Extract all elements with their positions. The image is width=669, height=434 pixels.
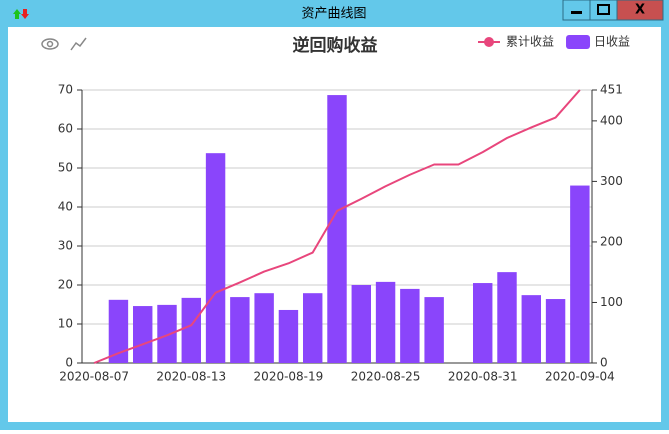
line: [93, 89, 581, 364]
bar: [497, 272, 517, 363]
chart-title: 逆回购收益: [293, 35, 378, 56]
y-tick-label: 40: [58, 200, 73, 214]
x-tick-label: 2020-08-19: [254, 370, 324, 384]
bar: [108, 299, 129, 363]
bar: [278, 309, 299, 363]
close-label: X: [635, 3, 645, 18]
bar: [230, 297, 250, 363]
bar: [303, 293, 323, 363]
bar: [424, 297, 444, 363]
legend-label: 累计收益: [506, 35, 554, 49]
y-tick-label: 10: [58, 317, 73, 331]
bar: [327, 95, 347, 363]
maximize-button[interactable]: [589, 0, 618, 21]
y2-tick-label: 0: [600, 356, 608, 370]
bar: [254, 293, 274, 363]
toolbox-switch[interactable]: [70, 37, 87, 51]
bar: [400, 288, 420, 363]
legend-label: 日收益: [594, 35, 630, 49]
bar: [375, 281, 396, 363]
y-tick-label: 60: [58, 122, 73, 136]
bar: [570, 185, 590, 363]
x-tick-label: 2020-08-13: [156, 370, 226, 384]
legend-marker: [484, 37, 494, 47]
y-tick-label: 0: [65, 356, 73, 370]
bar: [545, 299, 566, 363]
app-icon: [13, 9, 29, 19]
close-button[interactable]: X: [616, 0, 664, 21]
bar: [521, 295, 541, 363]
x-tick-label: 2020-08-25: [351, 370, 421, 384]
y-tick-label: 50: [58, 161, 73, 175]
legend-swatch: [566, 35, 591, 49]
x-tick-label: 2020-09-04: [545, 370, 615, 384]
bar: [351, 285, 371, 363]
bar: [473, 283, 493, 363]
y2-tick-label: 100: [600, 295, 623, 309]
y-tick-label: 70: [58, 83, 73, 97]
y-tick-label: 30: [58, 239, 73, 253]
bar: [181, 297, 201, 363]
x-tick-label: 2020-08-07: [59, 370, 129, 384]
y2-tick-label: 200: [600, 234, 623, 248]
y2-tick-label: 400: [600, 113, 623, 127]
bar: [157, 304, 177, 363]
y2-tick-label: 300: [600, 174, 623, 188]
bar: [205, 153, 226, 363]
minimize-button[interactable]: [562, 0, 591, 21]
x-tick-label: 2020-08-31: [448, 370, 518, 384]
window-title: 资产曲线图: [301, 7, 366, 22]
toolbox-view[interactable]: [41, 38, 59, 50]
y2-tick-label: 451: [600, 83, 623, 97]
y-tick-label: 20: [58, 278, 73, 292]
bar: [133, 306, 153, 363]
